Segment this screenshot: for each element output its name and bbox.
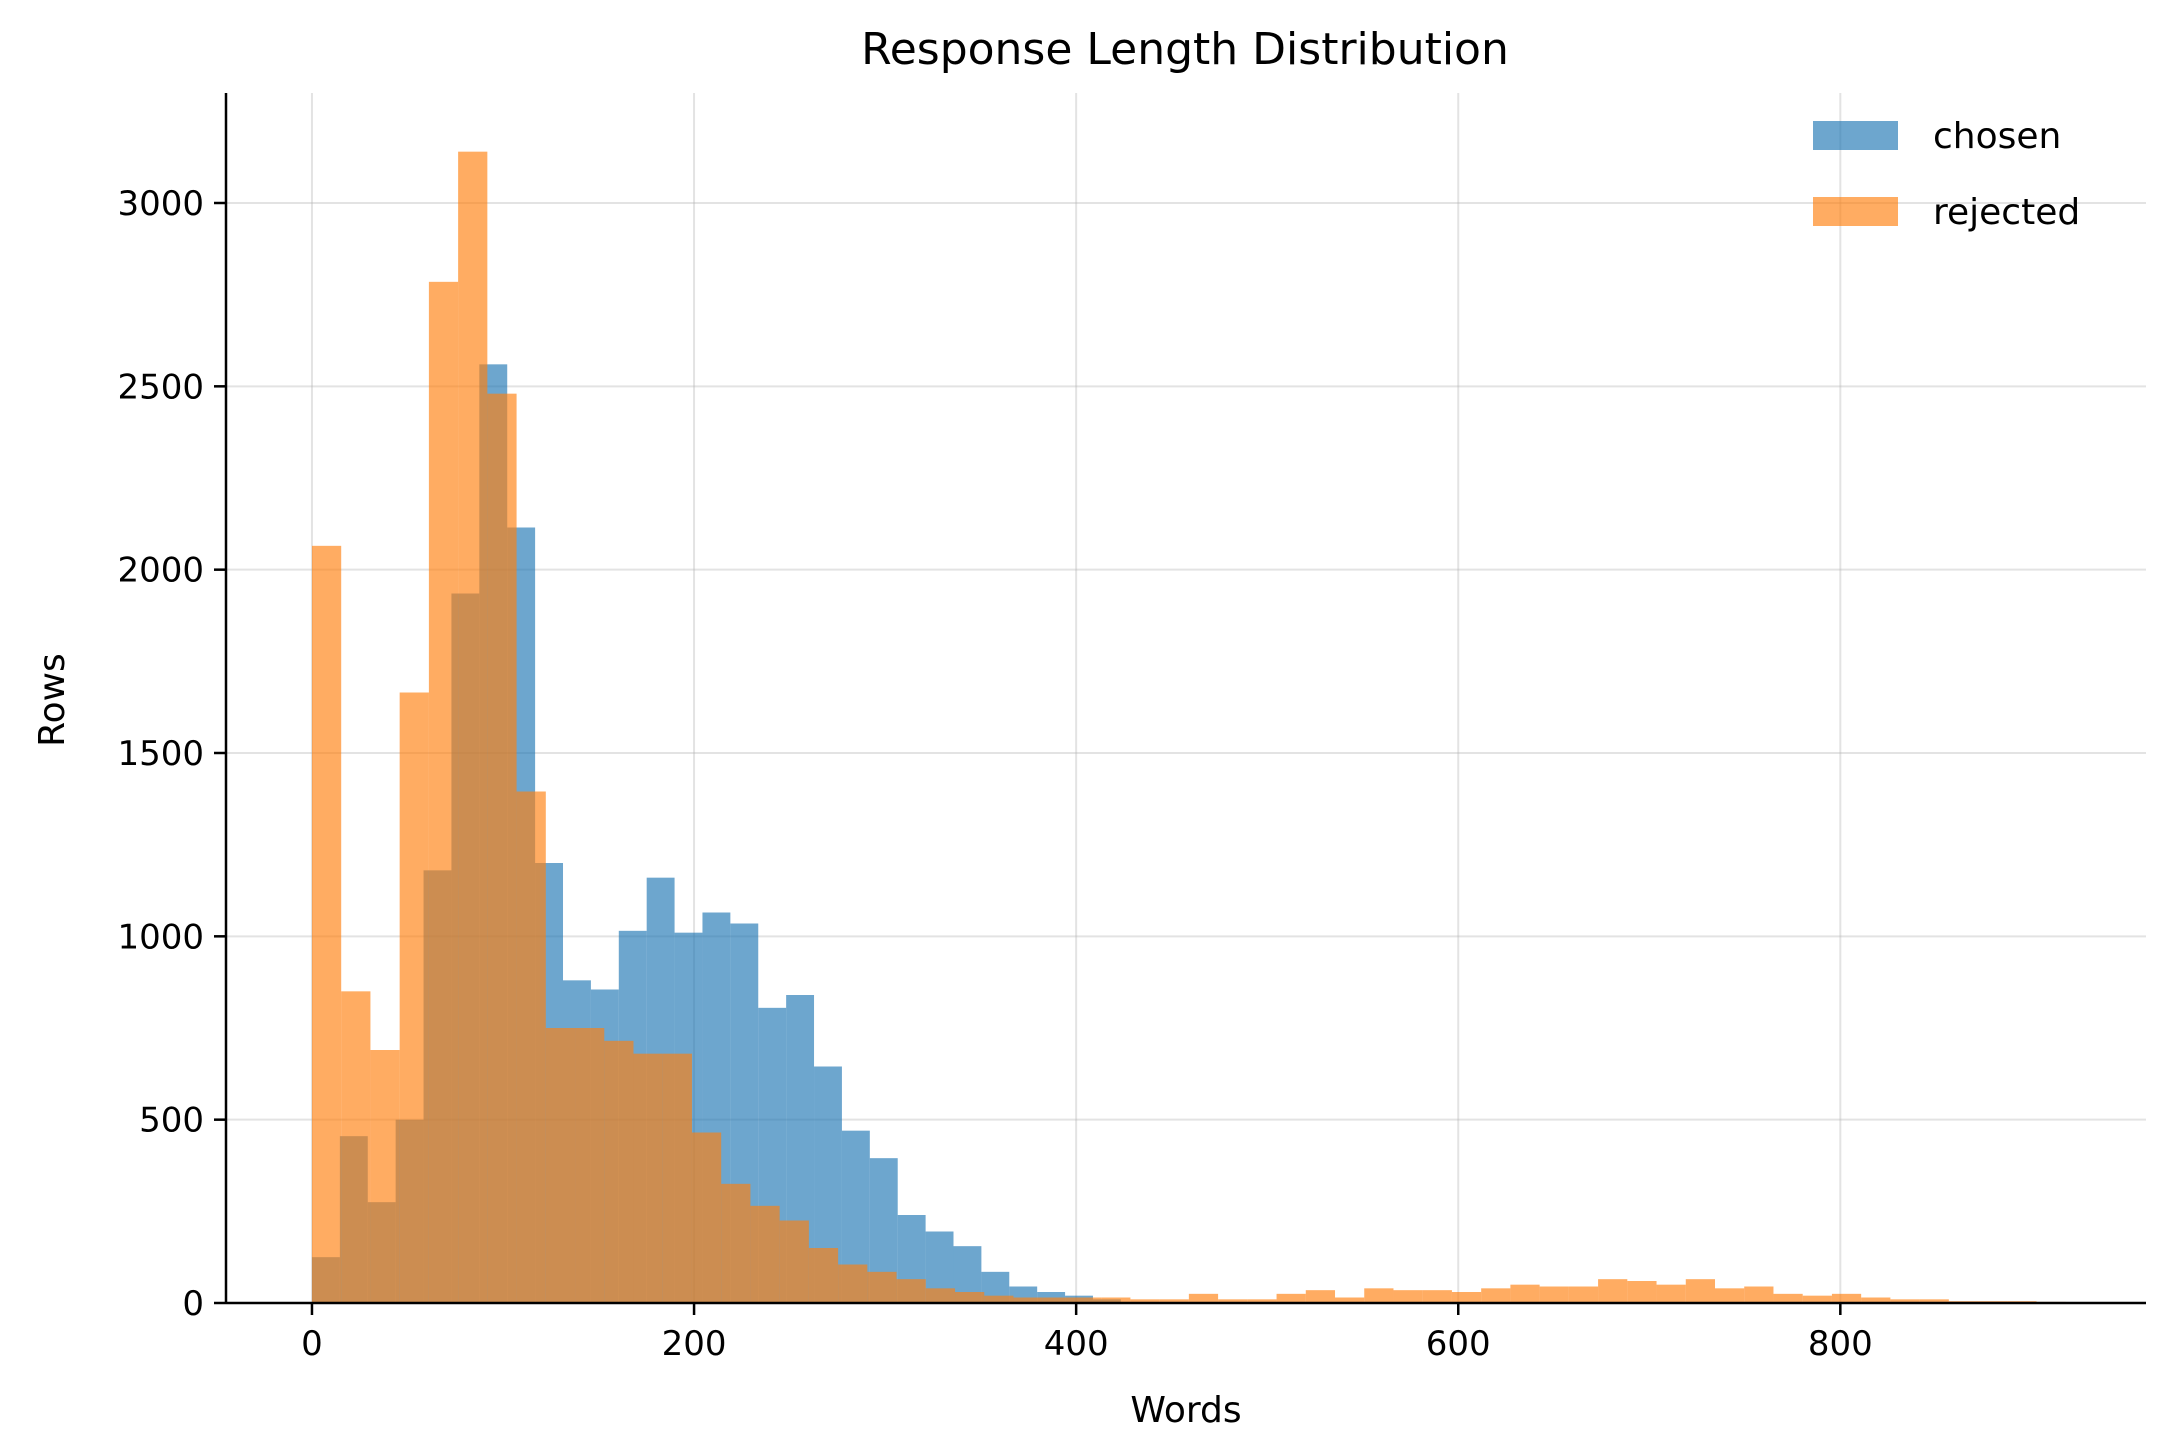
bar-rejected — [633, 1053, 663, 1303]
bar-rejected — [750, 1205, 780, 1303]
bar-rejected — [1042, 1297, 1072, 1303]
y-tick-label: 500 — [139, 1101, 204, 1141]
bar-rejected — [341, 991, 371, 1303]
bar-rejected — [1393, 1290, 1423, 1303]
bar-rejected — [1422, 1290, 1452, 1303]
bar-rejected — [1685, 1279, 1716, 1303]
y-axis-ticks: 0 500 1000 1500 2000 2500 3000 — [117, 184, 226, 1324]
y-axis-label: Rows — [32, 653, 73, 747]
bar-rejected — [545, 1028, 576, 1303]
bar-rejected — [1715, 1288, 1745, 1303]
bar-rejected — [1539, 1286, 1569, 1303]
bar-rejected — [1247, 1299, 1277, 1303]
bar-rejected — [1919, 1299, 1949, 1303]
bar-rejected — [1159, 1299, 1189, 1303]
legend-label-chosen: chosen — [1933, 116, 2061, 157]
bar-rejected — [662, 1053, 692, 1303]
y-tick-label: 1500 — [117, 734, 204, 774]
bar-rejected — [1744, 1286, 1774, 1303]
bar-rejected — [838, 1264, 868, 1303]
x-tick-label: 200 — [662, 1324, 727, 1364]
bar-rejected — [1276, 1293, 1306, 1303]
x-tick-label: 600 — [1426, 1324, 1491, 1364]
x-tick-label: 800 — [1808, 1324, 1873, 1364]
legend: chosen rejected — [1813, 116, 2080, 233]
bar-rejected — [867, 1271, 897, 1303]
bar-rejected — [1890, 1299, 1920, 1303]
bar-rejected — [604, 1040, 634, 1303]
bar-rejected — [1861, 1297, 1891, 1303]
bar-rejected — [428, 281, 459, 1303]
bar-rejected — [721, 1183, 751, 1303]
bar-rejected — [1364, 1288, 1394, 1303]
y-tick-label: 2000 — [117, 551, 204, 591]
bar-rejected — [311, 545, 342, 1303]
axes — [224, 93, 2146, 1305]
bar-rejected — [1773, 1293, 1803, 1303]
x-axis-label: Words — [1130, 1390, 1241, 1431]
bar-rejected — [370, 1050, 400, 1303]
bar-rejected — [1071, 1297, 1102, 1303]
bar-rejected — [1013, 1297, 1043, 1303]
y-tick-label: 0 — [182, 1284, 204, 1324]
x-tick-label: 0 — [301, 1324, 323, 1364]
bar-rejected — [896, 1279, 926, 1303]
bar-rejected — [1802, 1295, 1832, 1303]
bar-rejected — [1305, 1290, 1336, 1303]
bar-rejected — [487, 393, 517, 1304]
histogram-bars — [311, 151, 2066, 1304]
bar-rejected — [691, 1132, 722, 1303]
series-rejected — [311, 151, 2066, 1304]
bar-rejected — [1568, 1286, 1599, 1303]
bar-rejected — [1188, 1293, 1219, 1303]
bar-rejected — [984, 1295, 1014, 1303]
bar-rejected — [1335, 1297, 1365, 1303]
legend-label-rejected: rejected — [1933, 192, 2080, 233]
bar-rejected — [1451, 1292, 1482, 1303]
bar-rejected — [575, 1028, 605, 1303]
bar-rejected — [1218, 1299, 1248, 1303]
x-tick-label: 400 — [1044, 1324, 1109, 1364]
legend-swatch-chosen — [1813, 121, 1898, 150]
bar-rejected — [808, 1248, 839, 1303]
bar-rejected — [925, 1288, 956, 1303]
bar-rejected — [1510, 1284, 1540, 1303]
bar-rejected — [955, 1292, 985, 1303]
bar-rejected — [779, 1220, 809, 1303]
bar-rejected — [1627, 1281, 1657, 1303]
y-tick-label: 1000 — [117, 917, 204, 957]
y-tick-label: 2500 — [117, 367, 204, 407]
bar-rejected — [1598, 1279, 1628, 1303]
bar-rejected — [1101, 1297, 1131, 1303]
bar-rejected — [458, 151, 488, 1304]
bar-rejected — [1130, 1299, 1160, 1303]
bar-rejected — [516, 791, 546, 1303]
y-tick-label: 3000 — [117, 184, 204, 224]
bar-rejected — [1831, 1293, 1862, 1303]
chart-title: Response Length Distribution — [861, 24, 1509, 75]
bar-rejected — [1481, 1288, 1511, 1303]
x-axis-ticks: 0 200 400 600 800 — [301, 1303, 1873, 1364]
bar-rejected — [399, 692, 429, 1303]
legend-swatch-rejected — [1813, 197, 1898, 226]
bar-rejected — [1656, 1284, 1686, 1303]
